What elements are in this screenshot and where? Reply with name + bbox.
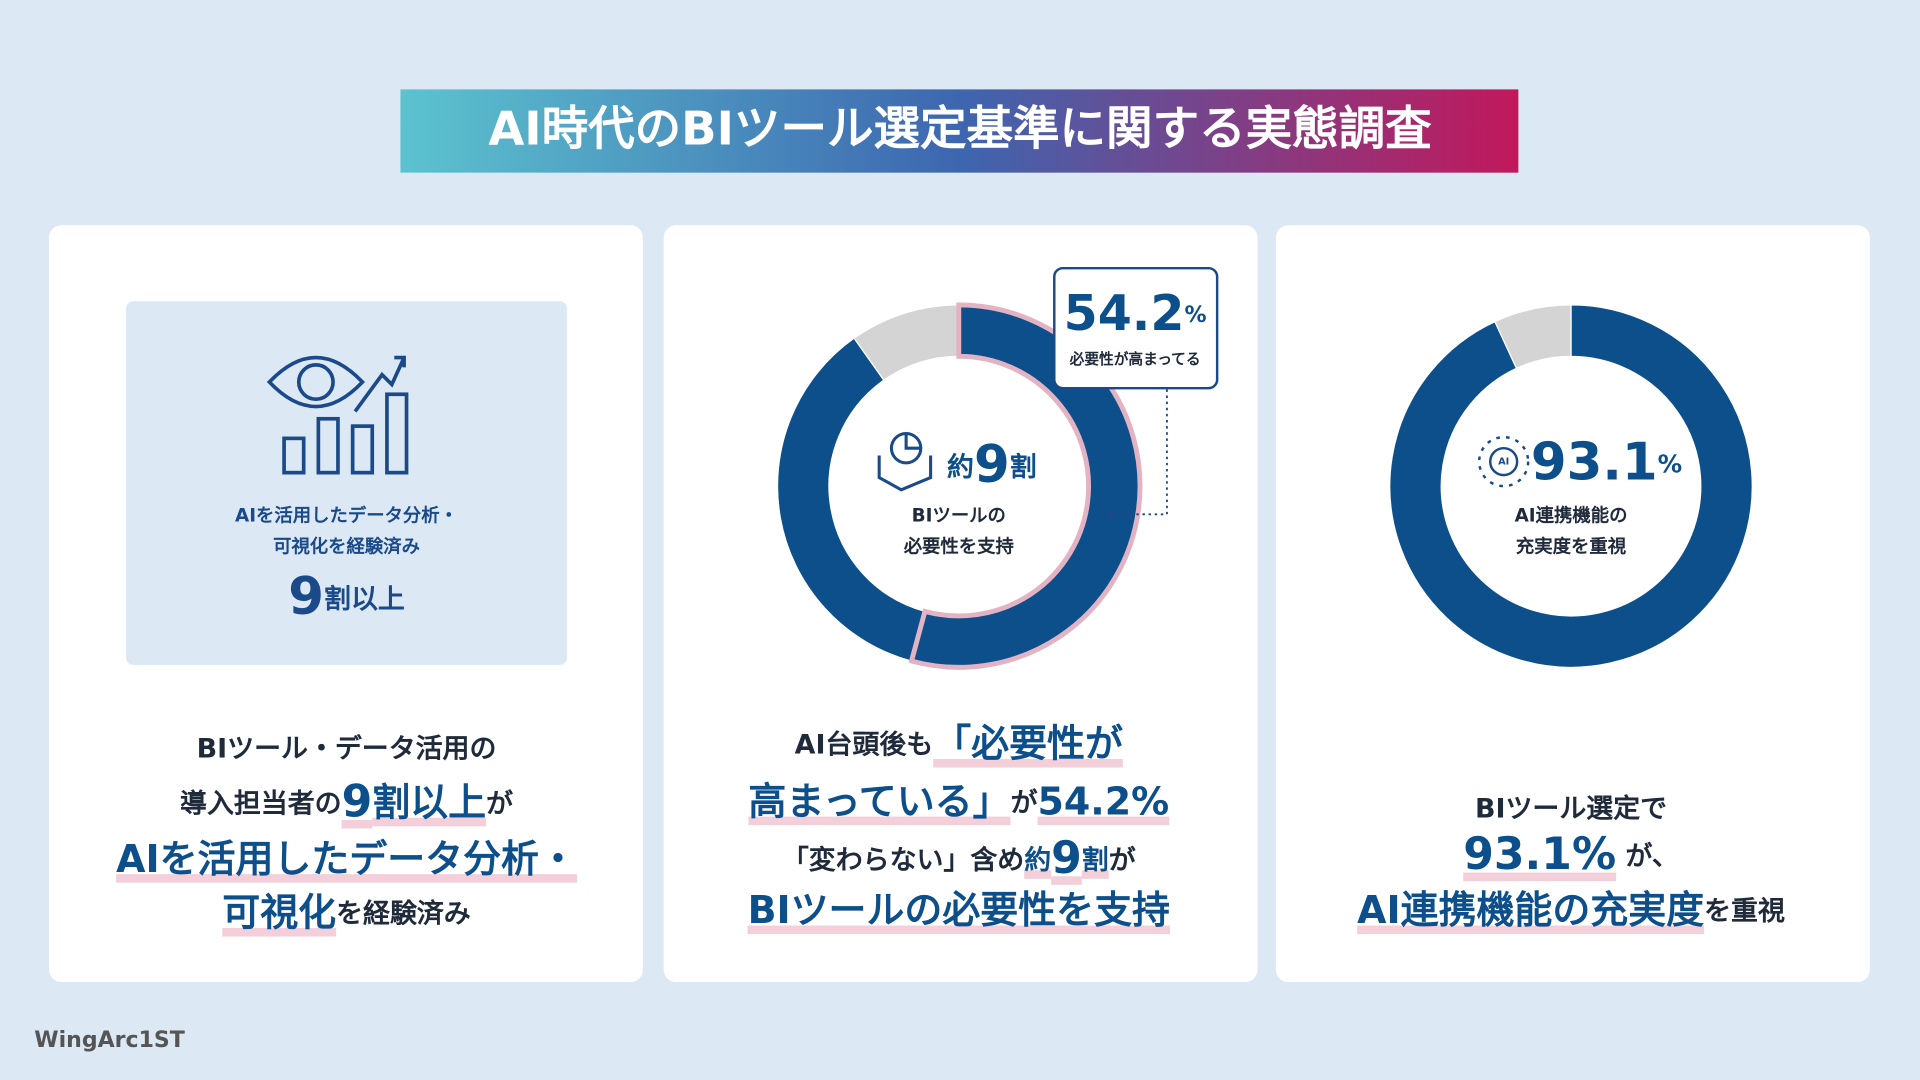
caption-text: を重視	[1704, 896, 1785, 927]
center-lead: 約	[947, 450, 974, 482]
caption-text: AI連携機能の充実度	[1357, 888, 1704, 932]
box-unit: 割以上	[324, 583, 405, 615]
ai-network-icon	[1477, 435, 1530, 488]
caption-line: 導入担当者の9割以上が	[180, 776, 513, 827]
caption-text: 高まっている」	[748, 779, 1010, 823]
caption-line: 高まっている」が54.2%	[748, 779, 1169, 823]
caption-underline	[1463, 872, 1617, 882]
caption-text: 導入担当者の	[180, 787, 342, 819]
caption-text: 可視化	[222, 890, 336, 934]
logo: WingArc1ST	[34, 1028, 185, 1053]
title-bar	[400, 89, 1519, 173]
caption-underline	[1051, 876, 1082, 885]
caption-text: 9	[1051, 833, 1082, 884]
center-stat: 約9割	[947, 435, 1037, 495]
callout-dot	[1107, 510, 1117, 519]
caption-underline	[1081, 870, 1109, 879]
ring-segment	[1494, 304, 1572, 370]
callout-unit: %	[1184, 303, 1206, 328]
ring-segment	[908, 302, 1143, 670]
caption-text: が	[486, 787, 513, 819]
caption-text: 「変わらない」含め	[782, 843, 1024, 875]
ai-icon-text: AI	[1498, 457, 1509, 468]
center-unit: %	[1658, 449, 1683, 478]
caption-text: が	[1011, 786, 1038, 818]
caption-underline	[372, 817, 487, 827]
caption-text: 「必要性が	[933, 721, 1123, 765]
callout-stat: 54.2%	[1064, 284, 1207, 341]
caption-line: BIツール・データ活用の	[197, 732, 497, 764]
center-label: 必要性を支持	[903, 535, 1014, 557]
caption-underline	[1357, 925, 1705, 935]
box-stat: 9割以上	[288, 567, 405, 627]
caption-underline	[116, 874, 577, 883]
caption-line: AI台頭後も「必要性が	[795, 721, 1123, 765]
caption-text: BIツールの必要性を支持	[748, 888, 1170, 932]
callout-leader	[1111, 389, 1168, 516]
title: AI時代のBIツール選定基準に関する実態調査	[488, 102, 1432, 156]
caption-text: 約	[1024, 843, 1051, 875]
caption-text: が	[1109, 843, 1136, 875]
caption-text: 54.2%	[1038, 779, 1170, 823]
caption-line: BIツールの必要性を支持	[748, 888, 1170, 932]
caption-line: AIを活用したデータ分析・	[116, 836, 577, 880]
caption-text: AI台頭後も	[795, 728, 934, 760]
center-label: BIツールの	[912, 506, 1006, 527]
caption-line: 「変わらない」含め約9割が	[782, 833, 1136, 884]
center-unit: 割	[1010, 450, 1037, 482]
center-stat: 93.1%	[1531, 432, 1682, 492]
eye-chart-icon	[266, 355, 409, 475]
box-label: AIを活用したデータ分析・	[235, 505, 458, 527]
caption-text: AIを活用したデータ分析・	[116, 836, 577, 880]
ring-segment	[776, 337, 926, 662]
callout-box	[1053, 266, 1219, 390]
ring-segment	[1389, 304, 1753, 668]
caption-underline	[222, 927, 337, 937]
caption-text: BIツール選定で	[1475, 792, 1667, 824]
caption-underline	[1024, 870, 1052, 879]
captions: BIツール・データ活用の導入担当者の9割以上がAIを活用したデータ分析・可視化を…	[116, 721, 1785, 937]
box-value: 9	[288, 567, 324, 627]
box-label: 可視化を経験済み	[273, 535, 420, 557]
caption-text: 9	[342, 776, 373, 827]
center-label: AI連携機能の	[1515, 505, 1628, 527]
caption-underline	[933, 759, 1123, 768]
hand-pie-icon	[877, 431, 933, 492]
callout-value: 54.2	[1064, 284, 1185, 341]
caption-underline	[341, 819, 373, 829]
caption-line: 93.1% が、	[1463, 829, 1679, 880]
caption-underline	[748, 816, 1011, 826]
center-label: 充実度を重視	[1516, 535, 1627, 557]
callout-text: 必要性が高まってる	[1069, 350, 1201, 368]
rings	[776, 302, 1753, 670]
stat-box	[126, 301, 567, 665]
center-value: 9	[974, 435, 1010, 495]
caption-text: を経験済み	[336, 897, 471, 929]
center-value: 93.1	[1531, 432, 1658, 492]
caption-text: 93.1%	[1463, 829, 1616, 880]
caption-text: 割以上	[372, 780, 486, 824]
caption-line: AI連携機能の充実度を重視	[1357, 888, 1785, 932]
caption-line: 可視化を経験済み	[222, 890, 471, 934]
caption-underline	[747, 925, 1170, 935]
caption-underline	[1037, 816, 1170, 826]
caption-text: 割	[1082, 843, 1109, 875]
caption-text: BIツール・データ活用の	[197, 732, 497, 764]
caption-line: BIツール選定で	[1475, 792, 1667, 824]
caption-text: が、	[1616, 840, 1679, 872]
